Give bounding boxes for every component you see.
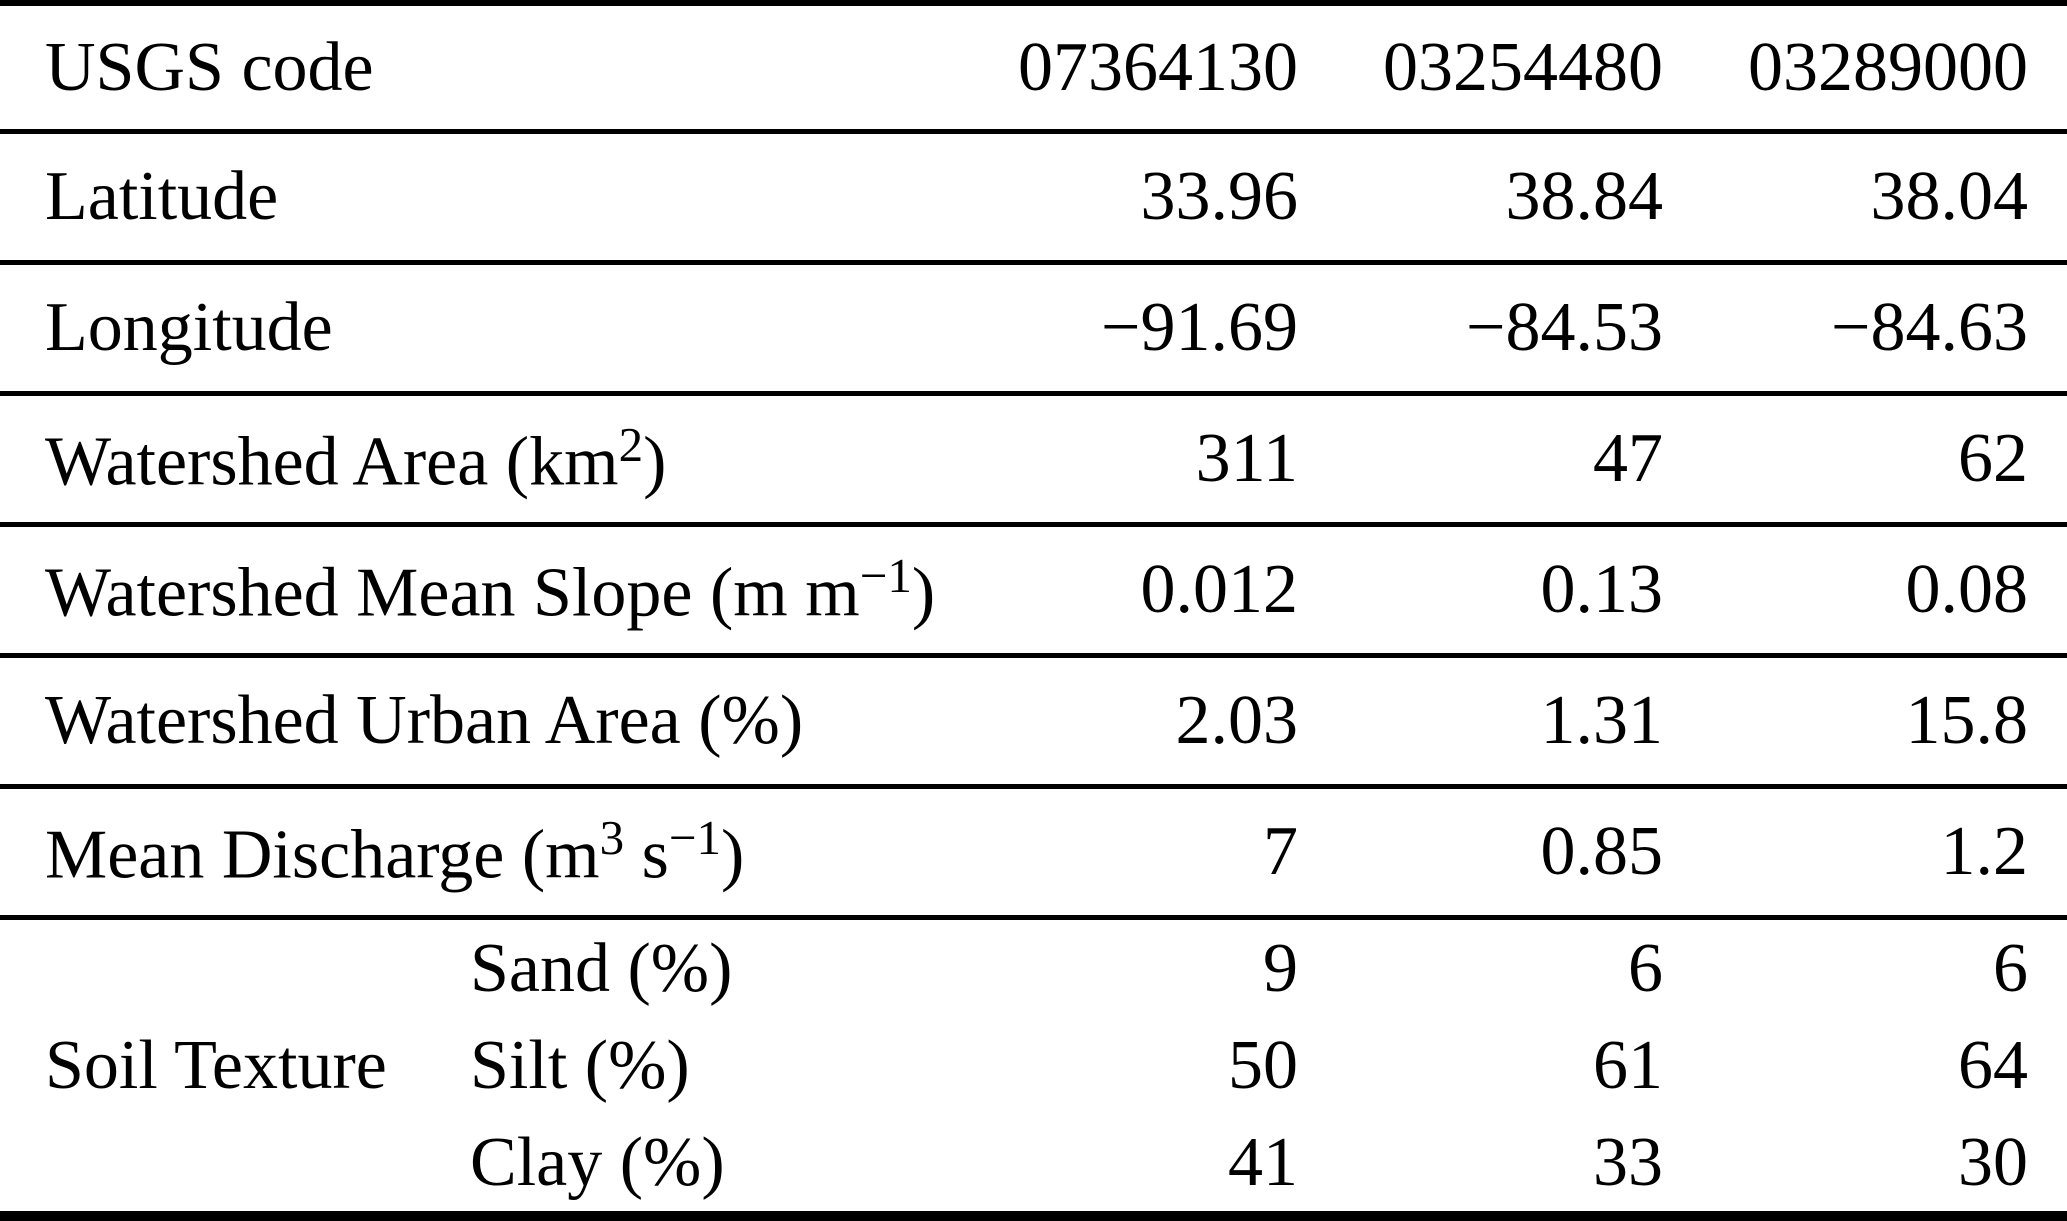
cell-value: 0.012 [1140, 551, 1299, 628]
row-label-superscript: 2 [618, 417, 644, 473]
row-label-text: ) [721, 816, 745, 894]
cell-value: −84.63 [1831, 289, 2028, 366]
row-label-text: Watershed Mean Slope (m m [45, 554, 860, 632]
soil-texture-group-label: Soil Texture [45, 1026, 387, 1104]
row-label-superscript: 3 [599, 810, 625, 866]
soil-values-col-2: 6 61 33 [1298, 920, 1663, 1211]
soil-cell-value: 9 [1263, 929, 1298, 1007]
cell-value: 0.13 [1540, 551, 1664, 628]
header-col-1: 07364130 [1018, 28, 1298, 106]
row-label-superscript: −1 [859, 548, 912, 604]
soil-values-col-3: 6 64 30 [1663, 920, 2028, 1211]
soil-cell-value: 61 [1593, 1026, 1663, 1104]
soil-cell-value: 33 [1593, 1123, 1663, 1201]
cell-value: 38.84 [1505, 158, 1664, 235]
row-label-text: Latitude [45, 158, 279, 235]
soil-cell-value: 6 [1628, 929, 1663, 1007]
soil-cell-value: 64 [1958, 1026, 2028, 1104]
table-row: Mean Discharge (m3 s−1) 7 0.85 1.2 [0, 789, 2067, 920]
soil-values-col-1: 9 50 41 [933, 920, 1298, 1211]
cell-value: 2.03 [1175, 682, 1299, 759]
table-body: Latitude 33.96 38.84 38.04 Longitude −91.69 −8… [0, 134, 2067, 920]
table-row: Watershed Mean Slope (m m−1) 0.012 0.13 0.0… [0, 527, 2067, 658]
row-label-text: Watershed Area (km [45, 423, 619, 501]
cell-value: 0.08 [1905, 551, 2029, 628]
row-label-text: ) [643, 423, 667, 501]
row-label: Longitude [45, 293, 933, 363]
cell-value: 15.8 [1905, 682, 2029, 759]
row-label: Watershed Area (km2) [45, 420, 933, 498]
row-label: Watershed Mean Slope (m m−1) [45, 548, 936, 632]
row-label: Watershed Urban Area (%) [45, 686, 933, 756]
row-label: Latitude [45, 162, 933, 232]
cell-value: 7 [1263, 813, 1298, 890]
row-label-text: s [624, 816, 669, 894]
soil-cell-value: 50 [1228, 1026, 1298, 1104]
header-label: USGS code [45, 28, 374, 106]
cell-value: −84.53 [1466, 289, 1663, 366]
table-row: Latitude 33.96 38.84 38.04 [0, 134, 2067, 265]
cell-value: 47 [1593, 420, 1663, 497]
row-label-text: Watershed Urban Area (%) [45, 682, 804, 759]
cell-value: 0.85 [1540, 813, 1664, 890]
cell-value: 1.2 [1940, 813, 2029, 890]
cell-value: 1.31 [1540, 682, 1664, 759]
soil-texture-sublabels: Sand (%) Silt (%) Clay (%) [470, 920, 933, 1211]
table-row: Longitude −91.69 −84.53 −84.63 [0, 265, 2067, 396]
cell-value: 33.96 [1140, 158, 1299, 235]
table-row: Watershed Urban Area (%) 2.03 1.31 15.8 [0, 658, 2067, 789]
cell-value: −91.69 [1101, 289, 1298, 366]
cell-value: 311 [1195, 420, 1298, 497]
table-header-row: USGS code 07364130 03254480 03289000 [0, 6, 2067, 134]
row-label: Mean Discharge (m3 s−1) [45, 813, 933, 891]
row-label-text: ) [911, 554, 936, 632]
header-col-2: 03254480 [1383, 28, 1663, 106]
soil-cell-value: 30 [1958, 1123, 2028, 1201]
cell-value: 38.04 [1870, 158, 2029, 235]
soil-texture-row: Soil Texture Sand (%) Silt (%) Clay (%) 9 5… [0, 920, 2067, 1211]
row-label-text: Longitude [45, 289, 333, 366]
cell-value: 62 [1958, 420, 2028, 497]
soil-subrow-label: Sand (%) [470, 929, 733, 1007]
row-label-text: Mean Discharge (m [45, 816, 600, 894]
soil-subrow-label: Silt (%) [470, 1026, 690, 1104]
soil-cell-value: 41 [1228, 1123, 1298, 1201]
table-row: Watershed Area (km2) 311 47 62 [0, 396, 2067, 527]
header-col-3: 03289000 [1748, 28, 2028, 106]
soil-cell-value: 6 [1993, 929, 2028, 1007]
row-label-superscript: −1 [668, 810, 722, 866]
soil-subrow-label: Clay (%) [470, 1123, 725, 1201]
